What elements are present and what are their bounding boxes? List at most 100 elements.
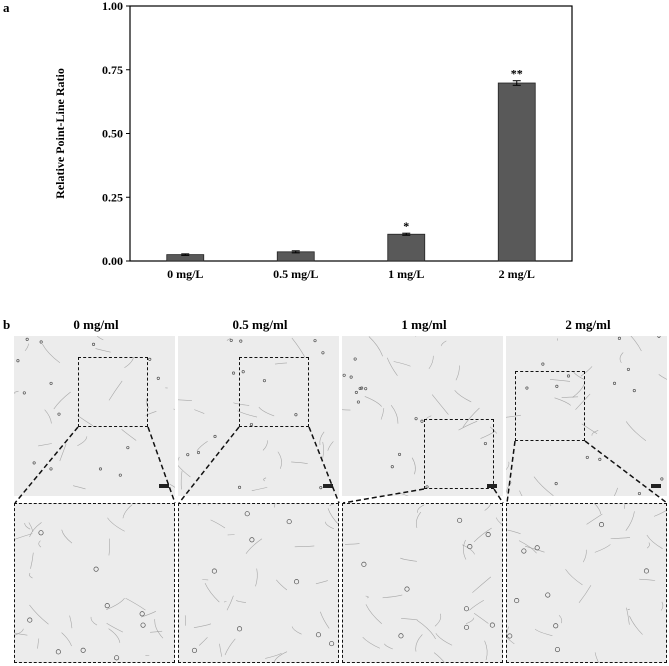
particle-texture xyxy=(525,386,529,390)
fiber-texture xyxy=(646,542,650,549)
fiber-texture xyxy=(362,636,380,649)
particle-texture xyxy=(598,522,605,528)
fiber-texture xyxy=(507,529,521,535)
particle-texture xyxy=(566,374,571,378)
particle-texture xyxy=(420,419,424,423)
particle-texture xyxy=(55,649,61,655)
fiber-texture xyxy=(291,626,302,635)
fiber-texture xyxy=(384,643,393,650)
fiber-texture xyxy=(44,409,52,424)
fiber-texture xyxy=(386,357,398,376)
particle-texture xyxy=(186,453,190,457)
fiber-texture xyxy=(506,626,509,637)
particle-texture xyxy=(329,641,335,647)
fiber-texture xyxy=(325,521,334,529)
fiber-texture xyxy=(440,340,447,347)
particle-texture xyxy=(196,451,201,455)
fiber-texture xyxy=(630,336,642,352)
fiber-texture xyxy=(178,465,191,478)
micrograph-overview-1mg xyxy=(342,336,503,496)
zoom-frame xyxy=(506,503,667,663)
particle-texture xyxy=(262,379,266,383)
y-tick-label: 0.25 xyxy=(102,190,123,204)
particle-texture xyxy=(414,417,418,421)
fiber-texture xyxy=(24,343,29,352)
particle-texture xyxy=(404,586,410,592)
fiber-texture xyxy=(108,380,123,401)
particle-texture xyxy=(286,519,292,525)
particle-texture xyxy=(25,337,29,341)
particle-texture xyxy=(534,545,540,551)
fiber-texture xyxy=(108,628,121,643)
particle-texture xyxy=(80,647,86,653)
particle-texture xyxy=(22,391,26,395)
fiber-texture xyxy=(37,638,40,649)
fiber-texture xyxy=(29,572,33,579)
fiber-texture xyxy=(435,633,453,646)
fiber-texture xyxy=(660,601,664,611)
fiber-texture xyxy=(431,394,449,415)
particle-texture xyxy=(598,457,602,461)
fiber-texture xyxy=(194,409,205,414)
particle-texture xyxy=(554,482,558,486)
fiber-texture xyxy=(575,393,591,410)
fiber-texture xyxy=(274,362,288,365)
particle-texture xyxy=(463,606,470,612)
fiber-texture xyxy=(469,599,484,611)
fiber-texture xyxy=(291,461,308,465)
particle-texture xyxy=(555,384,559,388)
fiber-texture xyxy=(90,616,98,626)
fiber-texture xyxy=(534,628,553,636)
fiber-texture xyxy=(38,443,52,447)
fiber-texture xyxy=(95,348,111,353)
fiber-texture xyxy=(518,540,537,554)
fiber-texture xyxy=(322,441,324,459)
particle-texture xyxy=(191,647,198,653)
fiber-texture xyxy=(274,503,276,508)
scale-bar xyxy=(323,484,333,488)
particle-texture xyxy=(643,568,650,574)
fiber-texture xyxy=(624,503,626,509)
fiber-texture xyxy=(625,421,647,441)
fiber-texture xyxy=(365,595,369,599)
fiber-texture xyxy=(14,632,28,636)
micrograph-zoom-0mg xyxy=(14,503,175,663)
fiber-texture xyxy=(365,604,382,624)
zoom-region-box xyxy=(239,357,309,427)
particle-texture xyxy=(239,339,243,343)
micrograph-zoom-2mg xyxy=(506,503,667,663)
fiber-texture xyxy=(226,338,232,341)
fiber-texture xyxy=(594,544,611,553)
fiber-texture xyxy=(506,414,521,418)
x-tick-label: 2 mg/L xyxy=(499,267,535,281)
fiber-texture xyxy=(122,504,133,519)
fiber-texture xyxy=(219,643,223,657)
micrograph-title-3: 2 mg/ml xyxy=(565,317,611,332)
fiber-texture xyxy=(69,615,73,629)
fiber-texture xyxy=(145,411,157,416)
fiber-texture xyxy=(573,371,585,380)
particle-texture xyxy=(545,592,551,598)
fiber-texture xyxy=(428,355,434,370)
particle-texture xyxy=(241,370,245,374)
particle-texture xyxy=(398,633,404,639)
fiber-texture xyxy=(196,440,208,451)
particle-texture xyxy=(353,357,357,361)
particle-texture xyxy=(27,617,33,623)
fiber-texture xyxy=(458,420,478,431)
particle-texture xyxy=(463,624,470,630)
fiber-texture xyxy=(291,337,306,359)
micrograph-overview-2mg xyxy=(506,336,667,496)
fiber-texture xyxy=(629,615,643,635)
fiber-texture xyxy=(473,527,492,543)
particle-texture xyxy=(98,467,103,471)
fiber-texture xyxy=(639,578,656,581)
fiber-texture xyxy=(393,361,411,367)
particle-texture xyxy=(356,400,360,404)
significance-marker: ** xyxy=(511,67,523,81)
particle-texture xyxy=(626,367,630,371)
zoom-region-box xyxy=(78,357,148,427)
particle-texture xyxy=(349,375,353,379)
particle-texture xyxy=(139,611,145,617)
zoom-frame xyxy=(14,503,175,663)
